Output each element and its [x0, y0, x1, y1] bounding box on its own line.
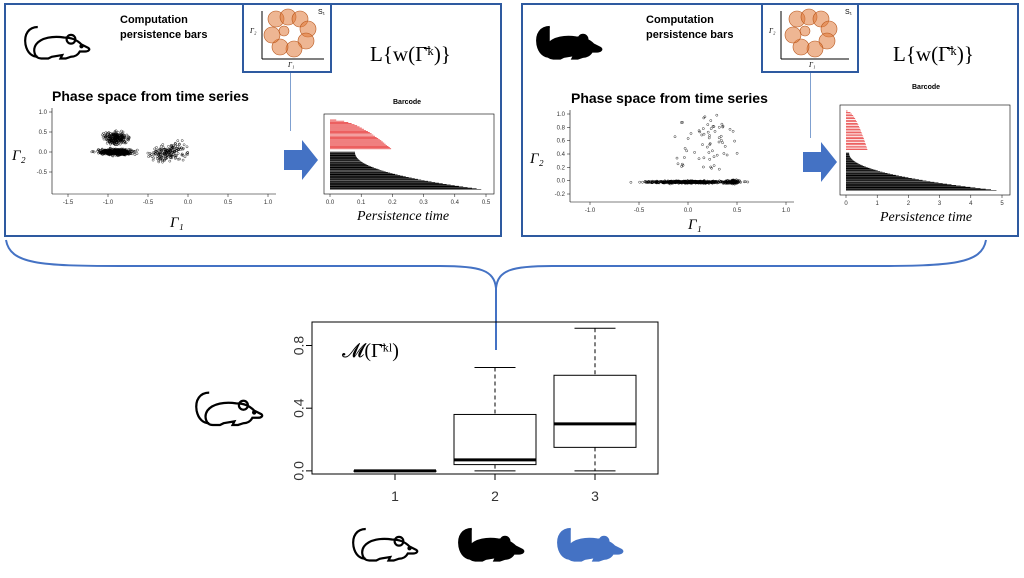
- inset-connector-right: [810, 73, 811, 138]
- x-tick-label: 1: [876, 201, 880, 207]
- y-tick-label: 0.8: [291, 336, 307, 356]
- y-tick-label: 0.0: [557, 179, 566, 185]
- x-tick-label: 0.0: [184, 200, 193, 206]
- x-tick-label: 1.0: [264, 200, 273, 206]
- y-tick-label: -0.2: [555, 192, 566, 198]
- box-iqr: [453, 413, 537, 466]
- h0-bars: [846, 152, 997, 191]
- phase-x-label-right: Γ₁: [688, 217, 702, 233]
- inset-connector: [290, 73, 291, 131]
- mouse-outline-icon-main: [193, 383, 265, 431]
- x-tick-label: 0.3: [419, 200, 428, 206]
- phase-scatter-left: -1.5 -1.0 -0.5 0.0 0.5 1.0 1.0 0.5 0.0 -0.5: [37, 108, 276, 206]
- mouse-black-icon: [534, 17, 604, 65]
- x-tick-label: 3: [591, 488, 599, 504]
- phase-title-left: Phase space from time series: [52, 88, 249, 104]
- y-tick-label: 0.8: [557, 125, 566, 131]
- phase-y-label-right: Γ₂: [530, 151, 544, 167]
- formula-left: L{w(Γ̄ᵏ)}: [370, 42, 451, 66]
- x-tick-label: 5: [1000, 201, 1004, 207]
- phase-x-label-left: Γ₁: [170, 215, 184, 231]
- x-tick-label: 0.0: [326, 200, 335, 206]
- y-tick-label: 0.5: [39, 130, 48, 136]
- mouse-outline-icon: [22, 17, 92, 65]
- computation-title: Computation persistence bars: [120, 14, 208, 41]
- x-tick-label: -1.0: [103, 200, 114, 206]
- x-tick-label: -1.5: [63, 200, 74, 206]
- y-tick-label: 0.0: [39, 150, 48, 156]
- mouse-black-icon-2: [456, 519, 526, 567]
- h1-bars: [330, 119, 392, 150]
- y-tick-label: -0.5: [37, 170, 48, 176]
- box-2: [453, 366, 537, 472]
- phase-title-right: Phase space from time series: [571, 90, 768, 106]
- x-tick-label: 0.5: [224, 200, 233, 206]
- inset-x-label: Γ₁: [288, 61, 295, 69]
- inset-label-right: S₁: [845, 9, 853, 16]
- inset-y-label-right: Γ₂: [769, 27, 776, 35]
- x-tick-label: 0.5: [482, 200, 491, 206]
- arrow-right-right: [803, 142, 837, 182]
- y-tick-label: 0.2: [557, 165, 566, 171]
- plot-frame: [311, 321, 659, 475]
- x-tick-label: 0.1: [357, 200, 366, 206]
- boxplot-formula: 𝓜(Γ̄ᵏˡ): [342, 340, 399, 362]
- persistence-inset: S₁ Γ₂ Γ₁: [242, 3, 332, 73]
- x-tick-label: 1.0: [782, 208, 791, 214]
- formula-right: L{w(Γ̄ᵏ)}: [893, 42, 974, 66]
- x-tick-label: 3: [938, 201, 942, 207]
- scatter-points: [629, 113, 750, 186]
- x-tick-label: -0.5: [143, 200, 154, 206]
- box-iqr: [553, 374, 637, 448]
- h1-bars: [846, 110, 868, 150]
- x-tick-label: -0.5: [634, 208, 645, 214]
- x-tick-label: -1.0: [585, 208, 596, 214]
- scatter-points: [90, 129, 189, 164]
- x-tick-label: 0.2: [388, 200, 397, 206]
- x-tick-label: 4: [969, 201, 973, 207]
- box-1: [353, 469, 437, 473]
- x-tick-label: 0.0: [684, 208, 693, 214]
- x-tick-label: 0.4: [451, 200, 460, 206]
- y-tick-label: 0.4: [557, 152, 566, 158]
- inset-y-label: Γ₂: [250, 27, 257, 35]
- inset-x-label-right: Γ₁: [809, 61, 816, 69]
- persistence-inset-right: S₁ Γ₂ Γ₁: [761, 3, 859, 73]
- computation-title-right: Computation persistence bars: [646, 14, 734, 41]
- y-tick-label: 1.0: [39, 110, 48, 116]
- mouse-blue-icon-3: [555, 519, 625, 567]
- x-tick-label: 1: [391, 488, 399, 504]
- y-tick-label: 1.0: [557, 112, 566, 118]
- x-tick-label: 0.5: [733, 208, 742, 214]
- barcode-right: 0 1 2 3 4 5: [839, 104, 1011, 207]
- h0-bars: [330, 151, 482, 190]
- y-tick-label: 0.6: [557, 139, 566, 145]
- mouse-outline-icon-1: [350, 519, 420, 567]
- y-tick-label: 0.0: [291, 461, 307, 481]
- barcode-left: 0.0 0.1 0.2 0.3 0.4 0.5: [323, 113, 495, 206]
- curly-brace: [5, 239, 987, 350]
- x-tick-label: 0: [844, 201, 848, 207]
- arrow-right-left: [284, 140, 318, 180]
- barcode-title-left: Barcode: [393, 99, 422, 106]
- phase-y-label-left: Γ₂: [12, 148, 26, 164]
- barcode-x-label-right: Persistence time: [880, 210, 973, 225]
- boxplot-chart: 0.0 0.4 0.8 1 2 3: [291, 321, 659, 504]
- x-tick-label: 2: [491, 488, 499, 504]
- y-tick-label: 0.4: [291, 398, 307, 418]
- phase-scatter-right: -1.0 -0.5 0.0 0.5 1.0 1.0 0.8 0.6 0.4 0.2 0.0 -0.2: [555, 110, 794, 214]
- barcode-title-right: Barcode: [912, 84, 941, 91]
- x-tick-label: 2: [907, 201, 911, 207]
- barcode-x-label-left: Persistence time: [357, 209, 450, 224]
- inset-label: S₁: [318, 9, 326, 16]
- box-3: [553, 327, 637, 472]
